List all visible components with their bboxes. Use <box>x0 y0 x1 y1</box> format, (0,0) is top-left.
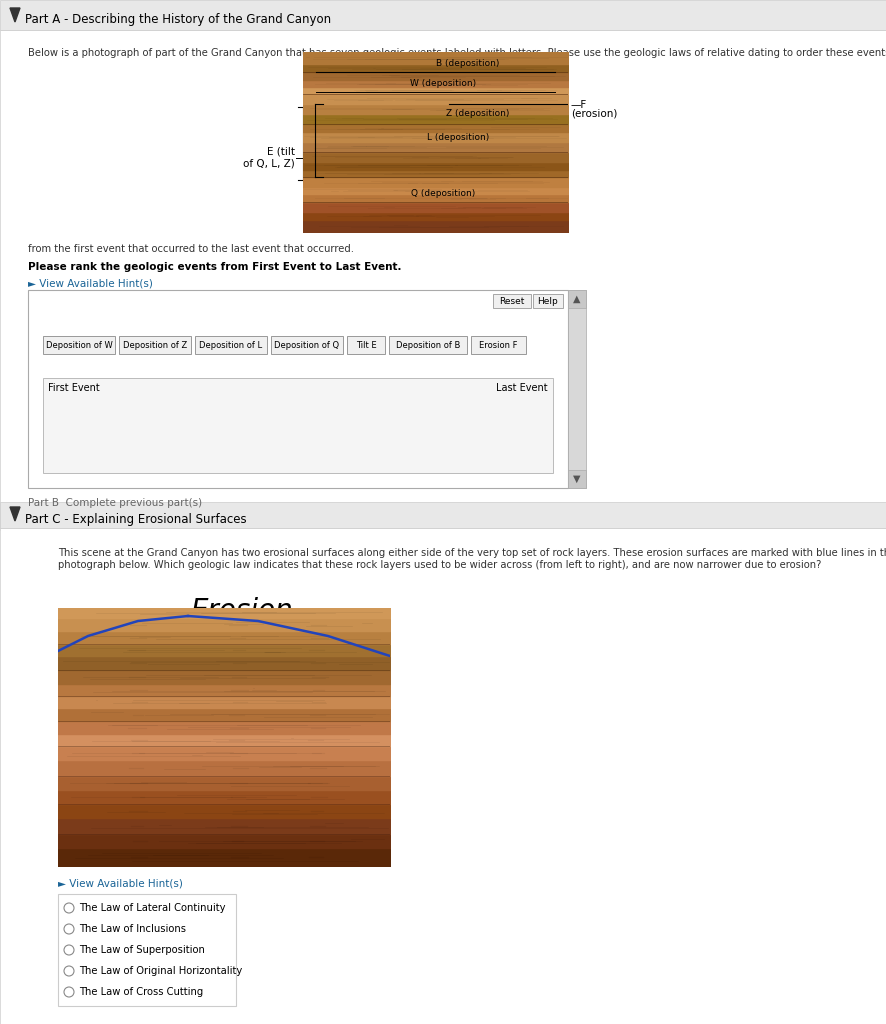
FancyBboxPatch shape <box>0 502 886 528</box>
Text: Z (deposition): Z (deposition) <box>447 110 509 119</box>
FancyBboxPatch shape <box>43 378 553 473</box>
Polygon shape <box>10 8 20 22</box>
Text: —F: —F <box>571 100 587 110</box>
FancyBboxPatch shape <box>533 294 563 308</box>
FancyBboxPatch shape <box>119 336 191 354</box>
Text: Deposition of W: Deposition of W <box>45 341 113 349</box>
Text: First Event: First Event <box>48 383 100 393</box>
Text: ► View Available Hint(s): ► View Available Hint(s) <box>28 278 153 288</box>
Circle shape <box>64 987 74 997</box>
Text: The Law of Cross Cutting: The Law of Cross Cutting <box>79 987 203 997</box>
Text: E (tilt: E (tilt <box>267 147 295 157</box>
Circle shape <box>64 903 74 913</box>
Text: Below is a photograph of part of the Grand Canyon that has seven geologic events: Below is a photograph of part of the Gra… <box>28 48 886 58</box>
Text: L (deposition): L (deposition) <box>427 132 489 141</box>
Text: Q (deposition): Q (deposition) <box>411 189 475 199</box>
FancyBboxPatch shape <box>568 470 586 488</box>
FancyBboxPatch shape <box>271 336 343 354</box>
Text: The Law of Original Horizontality: The Law of Original Horizontality <box>79 966 242 976</box>
FancyBboxPatch shape <box>568 290 586 488</box>
Text: Deposition of L: Deposition of L <box>199 341 262 349</box>
Text: Help: Help <box>538 297 558 305</box>
Text: Last Event: Last Event <box>496 383 548 393</box>
Text: Part C - Explaining Erosional Surfaces: Part C - Explaining Erosional Surfaces <box>25 512 246 525</box>
Text: B (deposition): B (deposition) <box>436 59 500 69</box>
Text: Reset: Reset <box>500 297 525 305</box>
FancyBboxPatch shape <box>58 894 236 1006</box>
FancyBboxPatch shape <box>347 336 385 354</box>
Text: from the first event that occurred to the last event that occurred.: from the first event that occurred to th… <box>28 244 354 254</box>
FancyBboxPatch shape <box>195 336 267 354</box>
Text: photograph below. Which geologic law indicates that these rock layers used to be: photograph below. Which geologic law ind… <box>58 560 821 570</box>
Text: ▲: ▲ <box>573 294 580 304</box>
Text: W (deposition): W (deposition) <box>410 80 476 88</box>
Text: ► View Available Hint(s): ► View Available Hint(s) <box>58 878 183 888</box>
FancyBboxPatch shape <box>0 528 886 1024</box>
Text: This scene at the Grand Canyon has two erosional surfaces along either side of t: This scene at the Grand Canyon has two e… <box>58 548 886 558</box>
Text: ▼: ▼ <box>573 474 580 484</box>
Text: Part B  Complete previous part(s): Part B Complete previous part(s) <box>28 498 202 508</box>
Text: (erosion): (erosion) <box>571 109 618 119</box>
Text: Erosion: Erosion <box>190 597 292 625</box>
FancyBboxPatch shape <box>28 290 568 488</box>
FancyBboxPatch shape <box>0 30 886 530</box>
FancyBboxPatch shape <box>0 0 886 30</box>
FancyBboxPatch shape <box>471 336 526 354</box>
Text: Deposition of Q: Deposition of Q <box>275 341 339 349</box>
Text: Erosion F: Erosion F <box>479 341 517 349</box>
Text: The Law of Superposition: The Law of Superposition <box>79 945 205 955</box>
FancyBboxPatch shape <box>493 294 531 308</box>
Text: Deposition of Z: Deposition of Z <box>123 341 187 349</box>
Text: Please rank the geologic events from First Event to Last Event.: Please rank the geologic events from Fir… <box>28 262 401 272</box>
Text: Deposition of B: Deposition of B <box>396 341 460 349</box>
Circle shape <box>64 966 74 976</box>
Polygon shape <box>10 507 20 521</box>
FancyBboxPatch shape <box>389 336 467 354</box>
Text: Tilt E: Tilt E <box>355 341 377 349</box>
Circle shape <box>64 945 74 955</box>
Text: The Law of Inclusions: The Law of Inclusions <box>79 924 186 934</box>
Text: Part A - Describing the History of the Grand Canyon: Part A - Describing the History of the G… <box>25 13 331 27</box>
FancyBboxPatch shape <box>43 336 115 354</box>
Circle shape <box>64 924 74 934</box>
Text: The Law of Lateral Continuity: The Law of Lateral Continuity <box>79 903 226 913</box>
Text: of Q, L, Z): of Q, L, Z) <box>244 159 295 169</box>
FancyBboxPatch shape <box>568 290 586 308</box>
